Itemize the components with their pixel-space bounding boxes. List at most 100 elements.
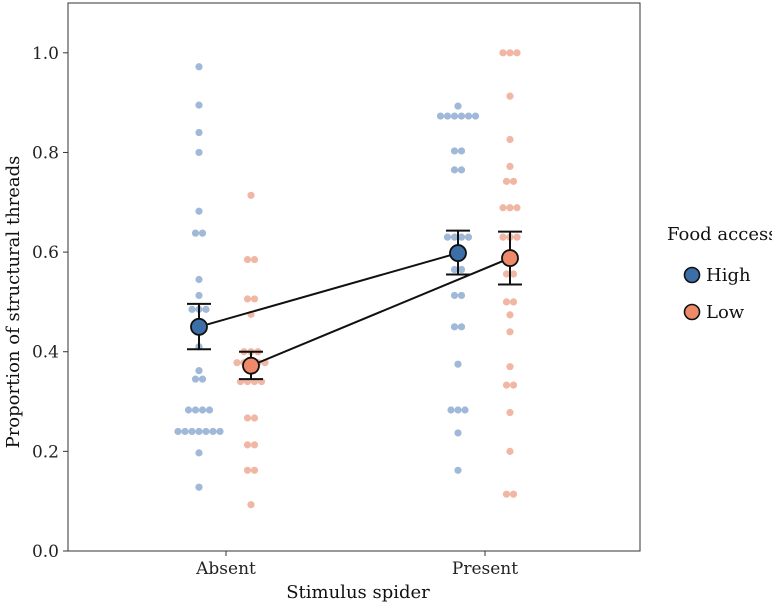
raw-point-high <box>450 265 459 274</box>
x-axis-title: Stimulus spider <box>286 582 430 603</box>
raw-point-low <box>499 204 507 212</box>
raw-point-high <box>198 229 207 237</box>
raw-point-high <box>464 112 473 120</box>
raw-point-high <box>450 112 459 120</box>
mean-point-low <box>501 249 519 267</box>
plot-panel <box>67 2 641 552</box>
x-tick-label: Absent <box>195 559 256 579</box>
legend: Food access High Low <box>667 224 772 323</box>
raw-point-high <box>454 360 462 368</box>
mean-point-low <box>242 356 260 375</box>
raw-point-high <box>454 429 462 437</box>
raw-point-low <box>506 408 514 417</box>
raw-point-high <box>450 166 459 174</box>
raw-point-high <box>191 406 200 414</box>
raw-point-high <box>184 406 193 414</box>
raw-point-high <box>174 427 182 436</box>
y-tick-label: 0.8 <box>32 143 59 163</box>
raw-point-low <box>502 298 511 306</box>
raw-point-low <box>506 204 514 212</box>
raw-point-high <box>454 102 462 110</box>
raw-point-high <box>457 147 466 155</box>
axes-layer: 0.0 0.2 0.4 0.6 0.8 1.0 Absent Present <box>32 44 518 579</box>
raw-point-high <box>195 367 203 375</box>
raw-point-high <box>436 112 445 120</box>
raw-point-high <box>454 466 462 474</box>
raw-point-high <box>195 275 203 284</box>
raw-point-low <box>509 270 518 278</box>
raw-point-low <box>233 359 241 367</box>
raw-point-high <box>205 406 214 414</box>
raw-point-high <box>188 305 196 313</box>
raw-point-high <box>202 427 210 436</box>
legend-label-high: High <box>706 265 751 286</box>
raw-point-high <box>443 233 452 241</box>
raw-point-high <box>450 323 459 331</box>
raw-point-high <box>195 483 203 491</box>
raw-point-low <box>509 490 518 498</box>
raw-point-low <box>506 49 514 57</box>
y-axis-title: Proportion of structural threads <box>3 156 24 449</box>
raw-point-low <box>243 441 252 449</box>
raw-point-low <box>506 447 514 455</box>
raw-point-high <box>195 63 203 71</box>
raw-point-high <box>195 128 203 137</box>
raw-point-high <box>195 148 203 157</box>
raw-point-low <box>250 414 259 422</box>
raw-point-low <box>250 295 259 303</box>
raw-point-low <box>250 255 259 264</box>
raw-point-high <box>181 427 189 436</box>
y-tick-label: 0.0 <box>32 542 59 562</box>
raw-point-high <box>195 449 203 457</box>
raw-point-high <box>198 375 207 383</box>
raw-point-low <box>513 204 521 212</box>
raw-point-high <box>191 375 200 383</box>
raw-point-high <box>450 291 459 300</box>
raw-point-high <box>198 406 207 414</box>
mean-points-layer <box>190 244 519 375</box>
raw-point-low <box>509 381 518 389</box>
raw-point-high <box>457 233 466 241</box>
y-tick-label: 0.6 <box>32 243 59 263</box>
raw-point-low <box>247 191 255 199</box>
raw-point-low <box>243 414 252 422</box>
raw-point-low <box>499 233 507 241</box>
mean-lines-layer <box>198 252 511 367</box>
raw-point-high <box>457 112 466 120</box>
raw-point-high <box>202 305 210 313</box>
legend-marker-low <box>683 303 701 321</box>
raw-point-high <box>191 229 200 237</box>
raw-point-high <box>216 427 224 436</box>
raw-point-low <box>502 490 511 498</box>
raw-point-high <box>450 147 459 155</box>
raw-point-high <box>447 406 455 414</box>
raw-point-high <box>188 427 196 436</box>
raw-point-low <box>250 466 259 474</box>
raw-point-high <box>457 291 466 300</box>
raw-point-low <box>506 363 514 371</box>
raw-point-low <box>506 311 514 319</box>
raw-point-high <box>457 166 466 174</box>
mean-point-high <box>190 317 208 336</box>
raw-point-high <box>450 233 459 241</box>
raw-point-low <box>502 270 511 278</box>
raw-point-low <box>502 381 511 389</box>
raw-point-high <box>464 233 473 241</box>
raw-point-high <box>443 112 452 120</box>
raw-point-high <box>471 112 480 120</box>
raw-point-low <box>243 295 252 303</box>
raw-point-low <box>509 298 518 306</box>
x-tick-label: Present <box>452 559 518 579</box>
raw-point-low <box>513 49 521 57</box>
mean-line-low <box>250 257 511 367</box>
legend-label-low: Low <box>706 302 745 323</box>
raw-point-high <box>209 427 217 436</box>
y-tick-label: 1.0 <box>32 44 59 64</box>
raw-point-high <box>457 265 466 274</box>
raw-point-low <box>509 177 518 185</box>
raw-point-low <box>502 177 511 185</box>
raw-point-low <box>506 328 514 336</box>
raw-point-high <box>195 207 203 215</box>
